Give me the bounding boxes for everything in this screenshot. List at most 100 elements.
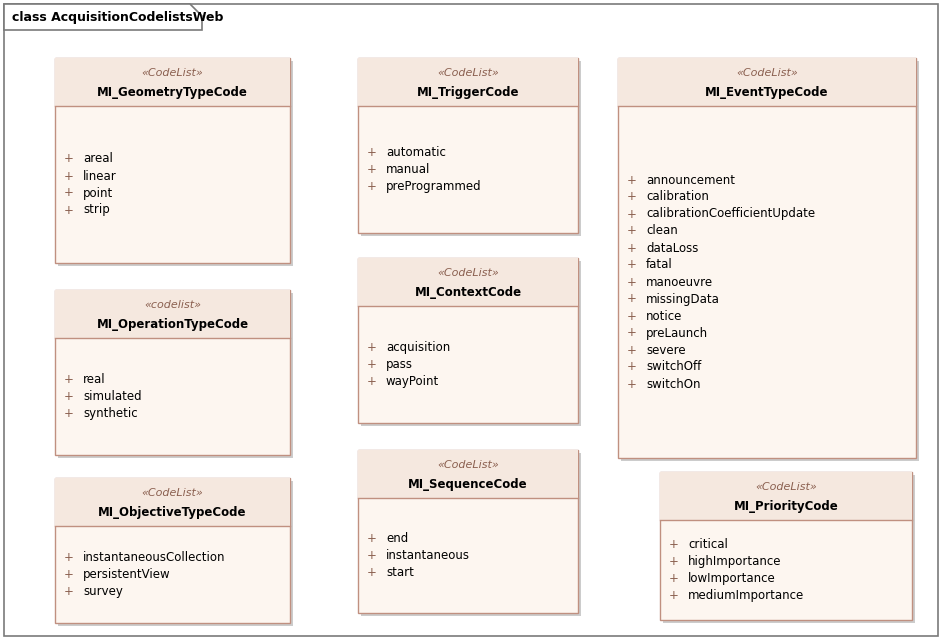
Bar [58, 61, 293, 266]
Bar [55, 58, 290, 106]
Text: critical: critical [688, 538, 728, 551]
Text: clean: clean [646, 225, 677, 237]
Text: +: + [627, 207, 637, 221]
Bar [55, 58, 290, 263]
Text: +: + [627, 344, 637, 356]
Text: +: + [627, 241, 637, 255]
Text: mediumImportance: mediumImportance [688, 589, 804, 602]
Bar [55, 290, 290, 338]
Text: +: + [627, 378, 637, 390]
Bar [358, 258, 578, 306]
Polygon shape [4, 4, 202, 30]
Text: «codelist»: «codelist» [144, 300, 201, 310]
Text: announcement: announcement [646, 173, 735, 186]
Text: calibration: calibration [646, 191, 709, 204]
Text: +: + [367, 375, 377, 388]
Text: +: + [627, 360, 637, 374]
Text: real: real [83, 373, 106, 386]
Bar [358, 58, 578, 233]
Text: class AcquisitionCodelistsWeb: class AcquisitionCodelistsWeb [12, 10, 223, 24]
Text: +: + [627, 275, 637, 289]
Bar [358, 258, 578, 423]
Text: +: + [627, 310, 637, 323]
Text: instantaneousCollection: instantaneousCollection [83, 551, 225, 564]
Bar [361, 61, 581, 236]
Bar [663, 475, 915, 623]
Text: +: + [64, 373, 73, 386]
Text: MI_OperationTypeCode: MI_OperationTypeCode [96, 318, 249, 331]
Text: dataLoss: dataLoss [646, 241, 698, 255]
Text: switchOn: switchOn [646, 378, 701, 390]
Bar [660, 472, 912, 620]
Text: wayPoint: wayPoint [386, 375, 439, 388]
Text: manoeuvre: manoeuvre [646, 275, 713, 289]
Bar [618, 58, 916, 458]
Text: +: + [64, 186, 73, 200]
Text: switchOff: switchOff [646, 360, 701, 374]
Text: notice: notice [646, 310, 682, 323]
Bar [358, 450, 578, 613]
Text: +: + [64, 204, 73, 216]
Text: «CodeList»: «CodeList» [141, 488, 203, 499]
Text: +: + [669, 538, 679, 551]
Text: MI_EventTypeCode: MI_EventTypeCode [706, 86, 829, 99]
Text: +: + [64, 170, 73, 182]
Text: strip: strip [83, 204, 110, 216]
Text: pass: pass [386, 358, 413, 371]
Text: highImportance: highImportance [688, 555, 782, 568]
Text: +: + [64, 390, 73, 403]
Text: automatic: automatic [386, 146, 446, 159]
Text: «CodeList»: «CodeList» [736, 68, 798, 78]
Text: calibrationCoefficientUpdate: calibrationCoefficientUpdate [646, 207, 815, 221]
Text: start: start [386, 566, 414, 579]
Text: +: + [669, 589, 679, 602]
Text: +: + [367, 549, 377, 562]
Text: «CodeList»: «CodeList» [755, 483, 817, 492]
Text: +: + [627, 225, 637, 237]
Text: MI_ContextCode: MI_ContextCode [414, 286, 522, 299]
Text: +: + [64, 585, 73, 598]
Text: areal: areal [83, 152, 113, 166]
Text: +: + [627, 326, 637, 339]
Bar [55, 290, 290, 455]
Text: MI_GeometryTypeCode: MI_GeometryTypeCode [97, 86, 248, 99]
Text: +: + [367, 341, 377, 354]
Text: simulated: simulated [83, 390, 141, 403]
Text: +: + [367, 566, 377, 579]
Text: severe: severe [646, 344, 686, 356]
Text: +: + [627, 191, 637, 204]
Bar [55, 478, 290, 526]
Text: +: + [64, 407, 73, 420]
Text: +: + [367, 146, 377, 159]
Text: preProgrammed: preProgrammed [386, 180, 481, 193]
Bar [358, 58, 578, 106]
Text: missingData: missingData [646, 292, 720, 305]
Text: acquisition: acquisition [386, 341, 450, 354]
Text: +: + [64, 568, 73, 581]
Text: fatal: fatal [646, 259, 673, 271]
Text: survey: survey [83, 585, 122, 598]
Text: +: + [367, 358, 377, 371]
Bar [361, 261, 581, 426]
Text: synthetic: synthetic [83, 407, 138, 420]
Text: +: + [64, 152, 73, 166]
Text: lowImportance: lowImportance [688, 572, 776, 585]
Text: «CodeList»: «CodeList» [437, 268, 499, 278]
Text: +: + [627, 173, 637, 186]
Text: manual: manual [386, 163, 430, 176]
Text: «CodeList»: «CodeList» [437, 460, 499, 470]
Bar [58, 293, 293, 458]
Text: persistentView: persistentView [83, 568, 171, 581]
Bar [358, 450, 578, 498]
Text: «CodeList»: «CodeList» [141, 68, 203, 78]
Bar [660, 472, 912, 520]
Text: +: + [669, 572, 679, 585]
Text: +: + [669, 555, 679, 568]
Text: end: end [386, 532, 408, 545]
Text: «CodeList»: «CodeList» [437, 68, 499, 78]
Bar [618, 58, 916, 106]
Bar [58, 481, 293, 626]
Text: instantaneous: instantaneous [386, 549, 470, 562]
Text: +: + [367, 163, 377, 176]
Text: preLaunch: preLaunch [646, 326, 708, 339]
